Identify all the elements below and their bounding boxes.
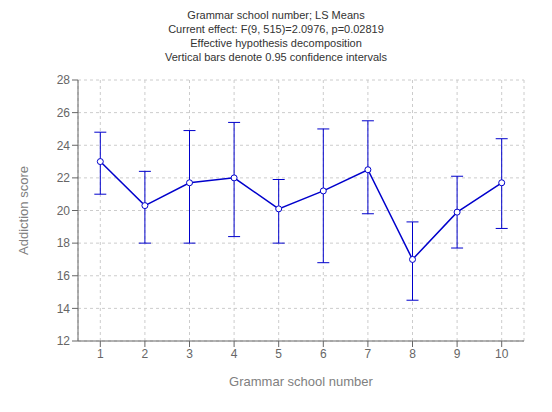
svg-text:20: 20	[57, 204, 71, 218]
svg-text:4: 4	[231, 347, 238, 361]
html-text:Current effect: F(9, 515)=2.09: Current effect: F(9, 515)=2.0976, p=0.02…	[168, 23, 384, 35]
svg-text:16: 16	[57, 269, 71, 283]
svg-text:10: 10	[495, 347, 509, 361]
svg-text:18: 18	[57, 236, 71, 250]
svg-text:3: 3	[186, 347, 193, 361]
html-text:Grammar school number; LS Mean: Grammar school number; LS Means	[187, 9, 365, 21]
svg-text:7: 7	[365, 347, 372, 361]
svg-text:22: 22	[57, 171, 71, 185]
svg-text:28: 28	[57, 73, 71, 87]
svg-text:14: 14	[57, 302, 71, 316]
svg-text:5: 5	[275, 347, 282, 361]
svg-text:9: 9	[454, 347, 461, 361]
svg-text:12: 12	[57, 334, 71, 348]
svg-text:24: 24	[57, 139, 71, 153]
html-text:Vertical bars denote 0.95 conf: Vertical bars denote 0.95 confidence int…	[165, 51, 387, 63]
svg-text:Grammar school number: Grammar school number	[229, 374, 373, 389]
svg-text:1: 1	[97, 347, 104, 361]
svg-text:Addiction score: Addiction score	[16, 166, 31, 255]
svg-text:8: 8	[409, 347, 416, 361]
svg-text:26: 26	[57, 106, 71, 120]
svg-text:6: 6	[320, 347, 327, 361]
svg-text:2: 2	[142, 347, 149, 361]
html-text:Effective hypothesis decomposi: Effective hypothesis decomposition	[190, 37, 362, 49]
